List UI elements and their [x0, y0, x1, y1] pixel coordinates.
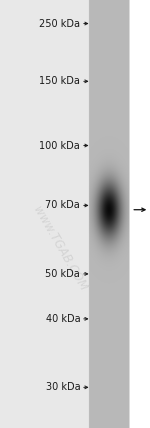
- Text: 100 kDa: 100 kDa: [39, 140, 80, 151]
- Text: 30 kDa: 30 kDa: [46, 382, 80, 392]
- Bar: [0, 0, 89, 428]
- Text: 70 kDa: 70 kDa: [45, 200, 80, 211]
- Bar: [130, 0, 150, 428]
- Text: 50 kDa: 50 kDa: [45, 269, 80, 279]
- Text: 250 kDa: 250 kDa: [39, 18, 80, 29]
- Text: 40 kDa: 40 kDa: [46, 314, 80, 324]
- Text: 150 kDa: 150 kDa: [39, 76, 80, 86]
- Bar: [89, 0, 130, 428]
- Text: www.TGAB.COM: www.TGAB.COM: [30, 204, 90, 293]
